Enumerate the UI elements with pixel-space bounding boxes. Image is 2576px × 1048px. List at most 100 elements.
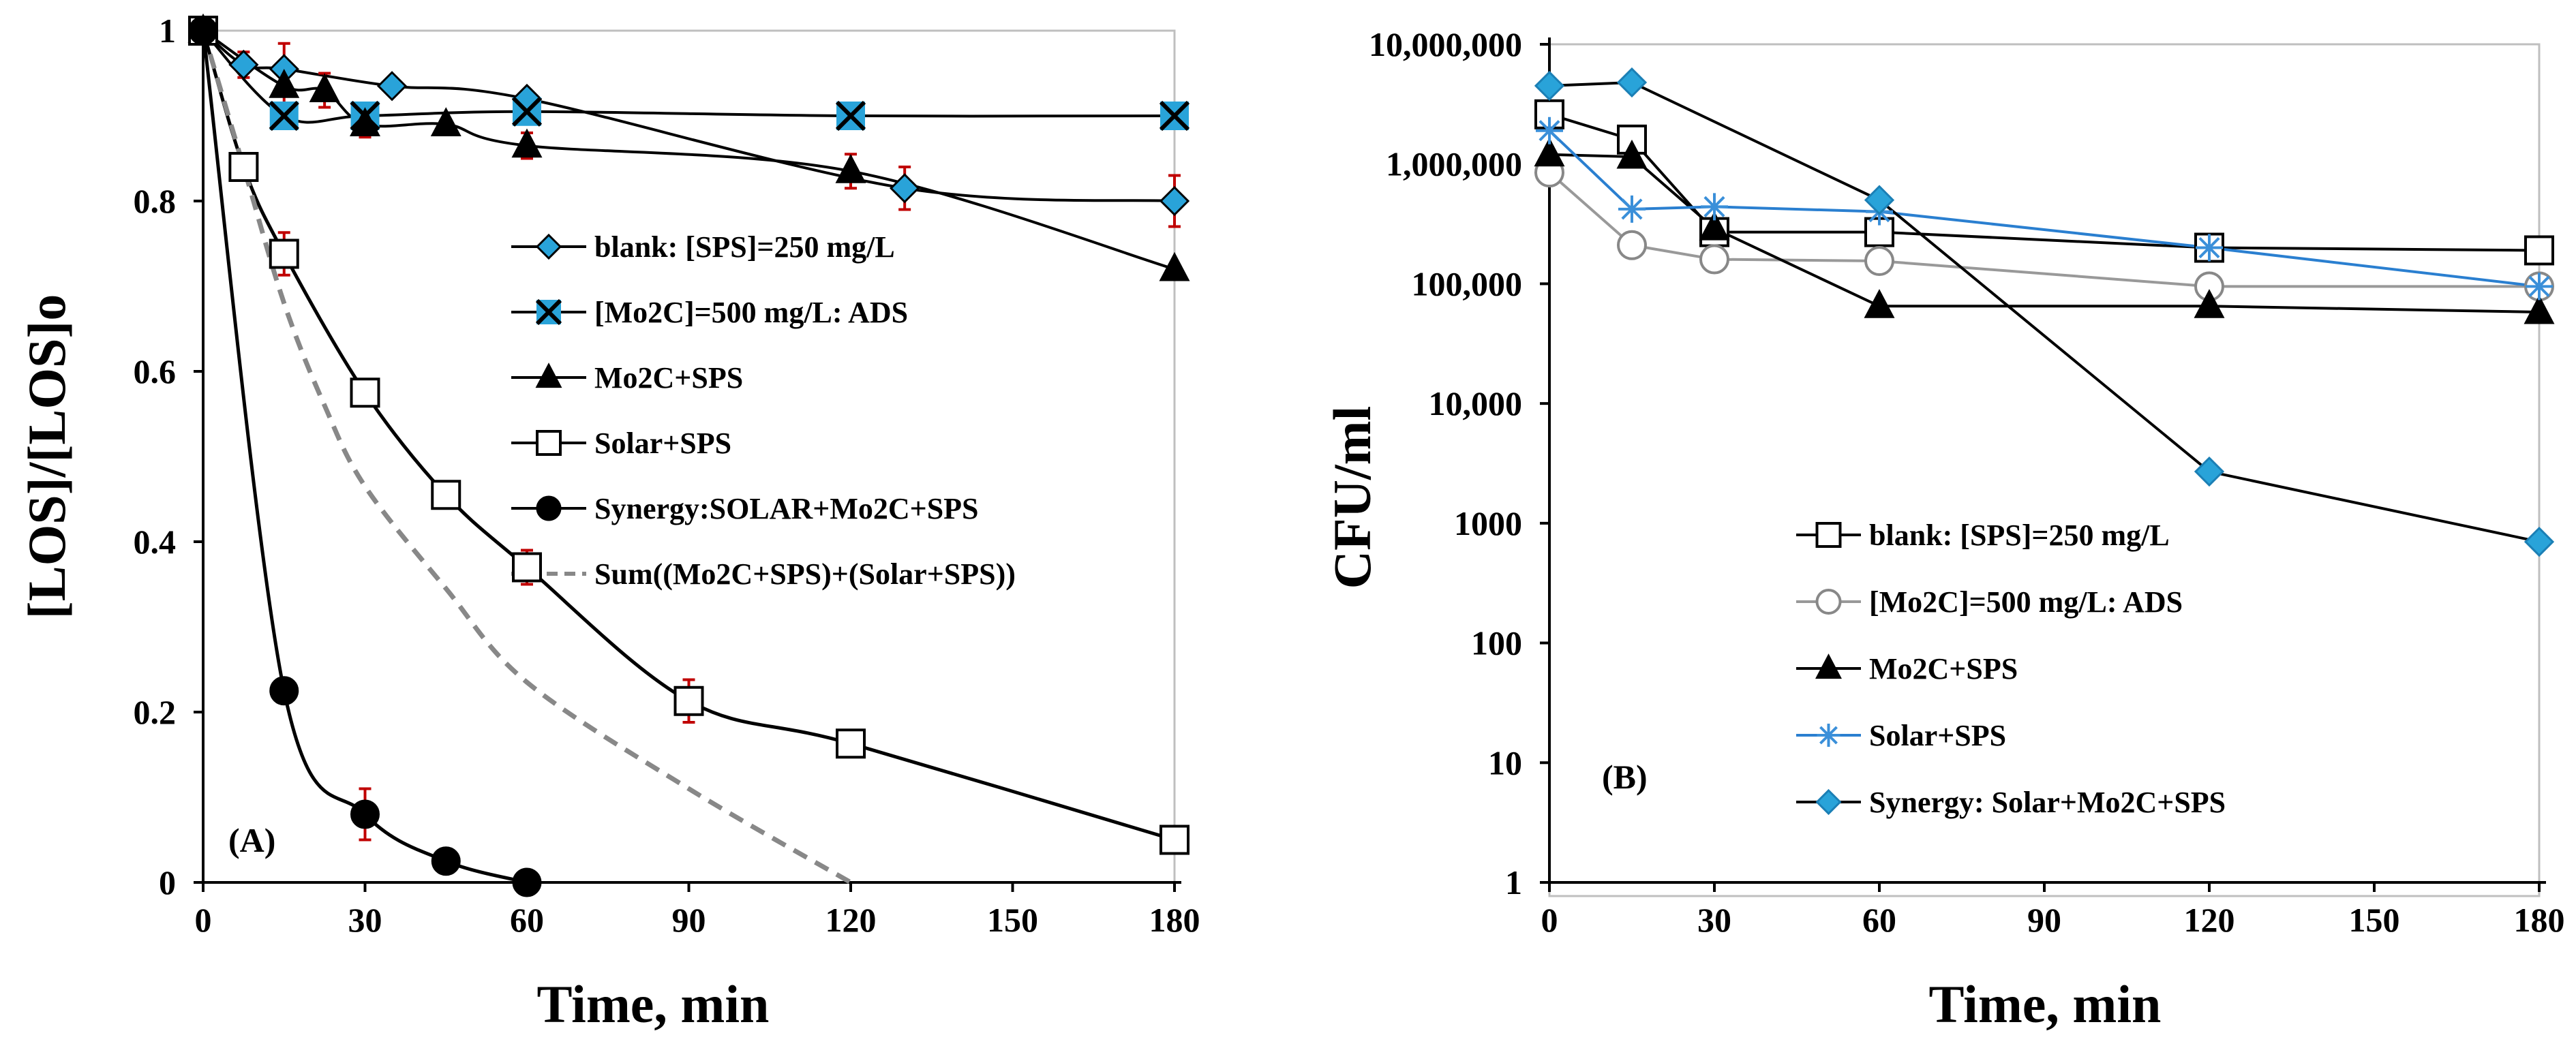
- panel-a-y-axis-title: [LOS]/[LOS]o: [17, 294, 76, 619]
- panel-a-data-point-mo2c-500-mg-l-ads: [835, 100, 866, 132]
- panel-b-data-point-synergy-solar-mo2c-sps: [2524, 526, 2555, 557]
- panel-a-data-point-mo2c-500-mg-l-ads-cross: [511, 96, 543, 127]
- panel-b-data-point-solar-sps: [1701, 193, 1728, 221]
- panel-b-data-point-synergy-solar-mo2c-sps: [1534, 70, 1565, 102]
- panel-a-x-tick-label: 120: [825, 901, 877, 939]
- panel-b-data-point-synergy-solar-mo2c-sps: [1616, 67, 1648, 98]
- panel-a-data-point-mo2c-500-mg-l-ads: [1159, 100, 1190, 132]
- panel-a-data-point-solar-sps: [228, 152, 259, 182]
- panel-a-x-tick-label: 0: [195, 901, 212, 939]
- panel-b-y-tick-label: 10,000,000: [1369, 25, 1522, 63]
- panel-a-data-point-synergy-solar-mo2c-sps: [350, 799, 380, 829]
- panel-b-data-point-solar-sps: [2526, 273, 2553, 300]
- panel-a-series-line-blank-sps-250-mg-l: [202, 29, 1175, 202]
- panel-a-data-point-synergy-solar-mo2c-sps: [269, 676, 299, 706]
- panel-a-data-point-mo2c-sps: [350, 107, 380, 136]
- panel-b-x-tick-label: 120: [2184, 901, 2235, 939]
- panel-a-y-tick-label: 0.2: [134, 693, 177, 731]
- panel-a-x-axis-title: Time, min: [537, 974, 770, 1034]
- panel-b-legend-label: [Mo2C]=500 mg/L: ADS: [1869, 585, 2183, 619]
- panel-b-data-point-mo2c-sps: [1616, 139, 1648, 169]
- panel-b-data-point-synergy-solar-mo2c-sps: [1864, 185, 1895, 215]
- panel-b-legend-label: Mo2C+SPS: [1869, 652, 2018, 685]
- panel-b-x-tick-label: 60: [1862, 901, 1896, 939]
- panel-a-legend-label: Mo2C+SPS: [594, 361, 743, 395]
- panel-a-data-point-solar-sps: [512, 552, 542, 583]
- panel-b-data-point-mo2c-sps: [2524, 294, 2555, 324]
- panel-b-legend-marker-solar-sps: [1817, 724, 1840, 747]
- panel-a-chart: [LOS]/[LOS]o Time, min (A) blank: [SPS]=…: [17, 12, 1200, 1034]
- panel-b-y-tick-label: 100: [1471, 624, 1522, 662]
- panel-a-y-tick-label: 0.8: [134, 182, 177, 220]
- panel-b-y-tick-label: 10: [1488, 743, 1522, 782]
- panel-a-data-point-mo2c-sps: [1159, 251, 1190, 281]
- panel-b-data-point-solar-sps: [1536, 117, 1563, 144]
- panel-a-data-point-solar-sps: [673, 685, 704, 716]
- panel-b-y-tick-label: 1,000,000: [1386, 145, 1522, 183]
- panel-a-x-tick-label: 180: [1149, 901, 1200, 939]
- panel-b-legend-marker-synergy-solar-mo2c-sps: [1815, 788, 1842, 816]
- panel-a-legend-label: Solar+SPS: [594, 427, 731, 460]
- panel-b-data-point-blank-sps-250-mg-l: [2524, 235, 2554, 266]
- panel-a-series-line-sum-mo2c-sps-solar-sps: [200, 30, 852, 885]
- panel-a-plot-area: [187, 13, 1190, 897]
- panel-b-legend-label: Synergy: Solar+Mo2C+SPS: [1869, 786, 2226, 819]
- panel-b-series-line-solar-sps: [1548, 129, 2540, 288]
- panel-a-legend-marker-synergy-solar-mo2c-sps: [536, 495, 562, 521]
- panel-a-data-point-mo2c-sps: [430, 107, 461, 136]
- panel-a-x-tick-label: 150: [987, 901, 1038, 939]
- panel-a-x-tick-label: 30: [348, 901, 382, 939]
- panel-b-legend-marker-mo2c-500-mg-l-ads: [1815, 589, 1842, 615]
- panel-a-data-point-solar-sps: [1160, 824, 1189, 855]
- panel-a-data-point-mo2c-sps: [309, 73, 340, 102]
- panel-b-data-point-mo2c-sps: [1699, 211, 1730, 241]
- panel-a-data-point-blank-sps-250-mg-l: [1159, 185, 1190, 217]
- panel-b-series-line-synergy-solar-mo2c-sps: [1549, 80, 2540, 544]
- panel-b-x-tick-label: 0: [1541, 901, 1558, 939]
- panel-a-data-point-mo2c-sps: [269, 69, 300, 98]
- panel-a-series-line-mo2c-500-mg-l-ads: [202, 29, 1175, 124]
- panel-a-legend: blank: [SPS]=250 mg/L [Mo2C]=500 mg/L: AD…: [511, 230, 1016, 591]
- panel-a-legend-marker-mo2c-sps: [535, 363, 562, 388]
- panel-b-series-line-mo2c-sps: [1549, 153, 2540, 313]
- panel-b-y-tick-label: 1000: [1454, 504, 1522, 542]
- panel-a-data-point-mo2c-500-mg-l-ads: [511, 96, 543, 127]
- panel-a-data-point-blank-sps-250-mg-l: [376, 71, 408, 102]
- panel-a-data-point-mo2c-500-mg-l-ads-cross: [269, 100, 299, 132]
- panel-b-data-point-mo2c-sps: [2194, 289, 2225, 318]
- panel-a-data-point-mo2c-500-mg-l-ads-cross: [835, 100, 866, 132]
- panel-a-y-tick-label: 0.4: [134, 523, 177, 561]
- panel-b-data-point-synergy-solar-mo2c-sps: [2194, 456, 2225, 487]
- panel-a-legend-marker-blank-sps-250-mg-l: [535, 233, 562, 260]
- panel-b-x-tick-label: 150: [2349, 901, 2400, 939]
- panel-b-data-point-mo2c-sps: [1864, 289, 1895, 318]
- panel-b-legend: blank: [SPS]=250 mg/L [Mo2C]=500 mg/L: AD…: [1796, 519, 2226, 819]
- panel-a-legend-marker-mo2c-500-mg-l-ads: [535, 298, 562, 326]
- panel-a-data-point-mo2c-500-mg-l-ads: [269, 100, 299, 132]
- panel-b-legend-marker-mo2c-sps: [1815, 653, 1842, 679]
- panel-b-legend-label: blank: [SPS]=250 mg/L: [1869, 519, 2170, 552]
- panel-a-legend-marker-solar-sps: [536, 430, 562, 456]
- panel-a-x-tick-label: 90: [672, 901, 706, 939]
- panel-a-legend-label: Sum((Mo2C+SPS)+(Solar+SPS)): [594, 557, 1016, 591]
- panel-b-y-tick-label: 1: [1505, 863, 1522, 901]
- panel-b-panel-label: (B): [1602, 758, 1648, 796]
- panel-b-x-tick-label: 90: [2027, 901, 2061, 939]
- panel-b-plot-frame: [1548, 43, 2541, 897]
- panel-a-data-point-synergy-solar-mo2c-sps: [188, 16, 218, 46]
- panel-b-legend-label: Solar+SPS: [1869, 719, 2006, 752]
- panel-a-data-point-solar-sps: [836, 728, 866, 759]
- panel-b-y-axis-title: CFU/ml: [1322, 406, 1382, 589]
- panel-a-legend-marker-mo2c-500-mg-l-ads-cross: [535, 298, 562, 326]
- panel-b-chart: CFU/ml Time, min (B) blank: [SPS]=250 mg…: [1322, 25, 2565, 1034]
- panel-b-data-point-mo2c-sps: [1534, 137, 1565, 167]
- panel-b-y-tick-label: 100,000: [1412, 264, 1523, 303]
- panel-a-data-point-mo2c-sps: [835, 154, 866, 183]
- panel-a-data-point-blank-sps-250-mg-l: [890, 173, 920, 204]
- panel-b-data-point-mo2c-500-mg-l-ads: [1699, 244, 1729, 275]
- panel-b-data-point-solar-sps: [2196, 234, 2223, 262]
- panel-a-series-line-mo2c-sps: [202, 29, 1175, 271]
- panel-b-data-point-mo2c-500-mg-l-ads: [1617, 230, 1647, 260]
- panel-b-data-point-mo2c-500-mg-l-ads: [1864, 245, 1894, 276]
